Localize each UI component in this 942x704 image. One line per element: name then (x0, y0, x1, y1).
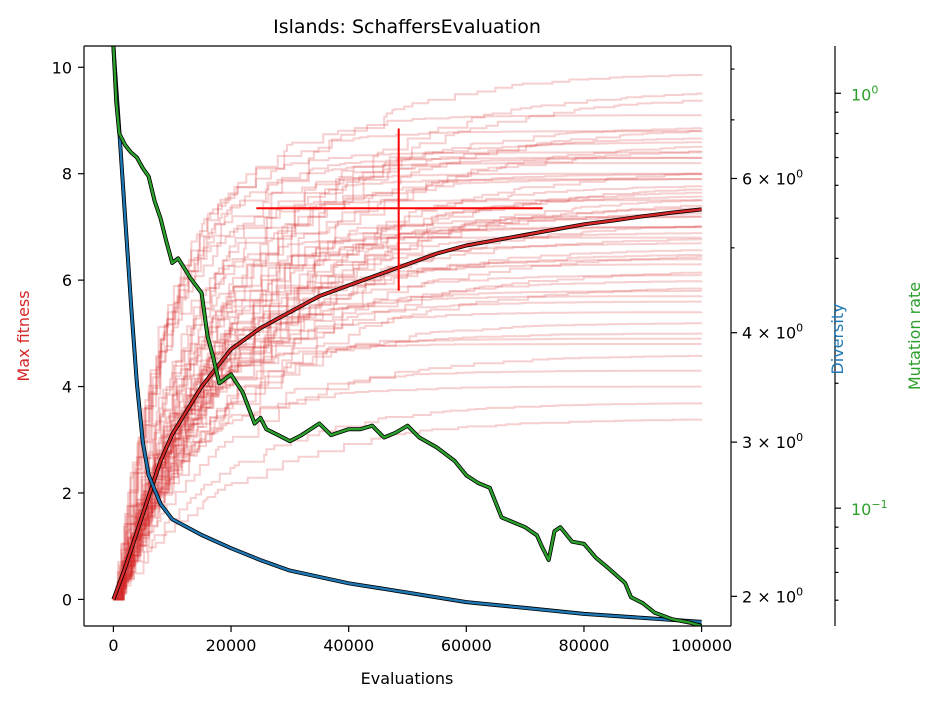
background-run-line (113, 254, 703, 601)
mutation-axis-ticks: 10−1 100 (835, 83, 888, 601)
background-run-line (113, 385, 702, 601)
background-run-line (113, 289, 702, 601)
background-run-line (113, 287, 703, 601)
left-tick-label: 2 (62, 484, 72, 503)
background-run-line (113, 162, 702, 601)
background-run-line (113, 141, 703, 601)
background-run-line (113, 232, 703, 601)
x-tick-label: 60000 (441, 636, 492, 655)
background-run-line (113, 322, 703, 601)
background-run-line (113, 130, 702, 601)
diversity-axis-ticks: 2 × 100 3 × 100 4 × 100 6 × 100 (731, 68, 803, 606)
background-run-line (113, 172, 702, 601)
background-run-line (113, 127, 703, 601)
background-run-line (113, 354, 703, 601)
diversity-tick-label: 6 × 100 (742, 167, 803, 188)
chart-title: Islands: SchaffersEvaluation (273, 16, 541, 38)
background-run-line (113, 402, 703, 601)
errorbar (256, 128, 543, 291)
background-run-line (113, 151, 702, 601)
background-run-line (113, 271, 703, 601)
background-run-line (113, 114, 702, 601)
series-line (112, 208, 702, 600)
left-tick-label: 6 (62, 271, 72, 290)
background-run-line (113, 195, 703, 601)
background-run-line (113, 263, 702, 601)
background-runs (113, 74, 703, 601)
background-run-line (113, 207, 703, 601)
background-run-line (113, 172, 703, 601)
background-run-line (113, 238, 703, 601)
background-run-line (113, 280, 703, 601)
background-run-line (113, 274, 702, 601)
series-line (112, 46, 702, 626)
background-run-line (113, 332, 703, 601)
background-run-line (113, 418, 703, 601)
background-run-line (113, 145, 703, 601)
series-lines (111, 46, 703, 626)
background-run-line (113, 215, 702, 601)
background-run-line (113, 199, 702, 601)
x-tick-label: 80000 (559, 636, 610, 655)
series-line (112, 46, 702, 624)
mutation-tick-label: 100 (851, 83, 878, 104)
background-run-line (113, 191, 703, 601)
background-run-line (113, 212, 703, 601)
diversity-tick-label: 4 × 100 (742, 322, 803, 343)
axes-frame (83, 45, 836, 627)
background-run-line (113, 226, 702, 601)
diversity-axis-label: Diversity (828, 303, 847, 374)
background-run-line (113, 255, 703, 601)
mutation-tick-label: 10−1 (851, 498, 888, 519)
background-run-line (113, 156, 703, 601)
background-run-line (113, 99, 703, 601)
x-tick-label: 40000 (323, 636, 374, 655)
x-tick-label: 100000 (671, 636, 732, 655)
left-tick-label: 0 (62, 590, 72, 609)
left-tick-label: 8 (62, 165, 72, 184)
background-run-line (113, 157, 703, 601)
background-run-line (113, 188, 703, 601)
background-run-line (113, 92, 703, 601)
x-tick-label: 0 (108, 636, 118, 655)
x-tick-label: 20000 (206, 636, 257, 655)
background-run-line (113, 178, 703, 601)
left-tick-label: 4 (62, 378, 72, 397)
left-axis-ticks: 0 2 4 6 8 10 (52, 58, 84, 609)
background-run-line (113, 343, 702, 601)
left-tick-label: 10 (52, 58, 72, 77)
background-run-line (113, 369, 702, 601)
mutation-axis-label: Mutation rate (905, 282, 924, 390)
x-axis-ticks: 0 20000 40000 60000 80000 100000 (108, 626, 732, 655)
diversity-tick-label: 3 × 100 (742, 431, 803, 452)
x-axis-label: Evaluations (361, 669, 454, 688)
background-run-line (113, 311, 703, 601)
background-run-line (113, 74, 703, 601)
left-axis-label: Max fitness (14, 290, 33, 381)
background-run-line (113, 249, 703, 601)
background-run-line (113, 204, 703, 601)
background-run-line (113, 337, 702, 601)
background-run-line (113, 137, 703, 601)
background-run-line (113, 295, 703, 601)
background-run-line (113, 215, 702, 601)
background-run-line (113, 225, 703, 601)
diversity-tick-label: 2 × 100 (742, 585, 803, 606)
